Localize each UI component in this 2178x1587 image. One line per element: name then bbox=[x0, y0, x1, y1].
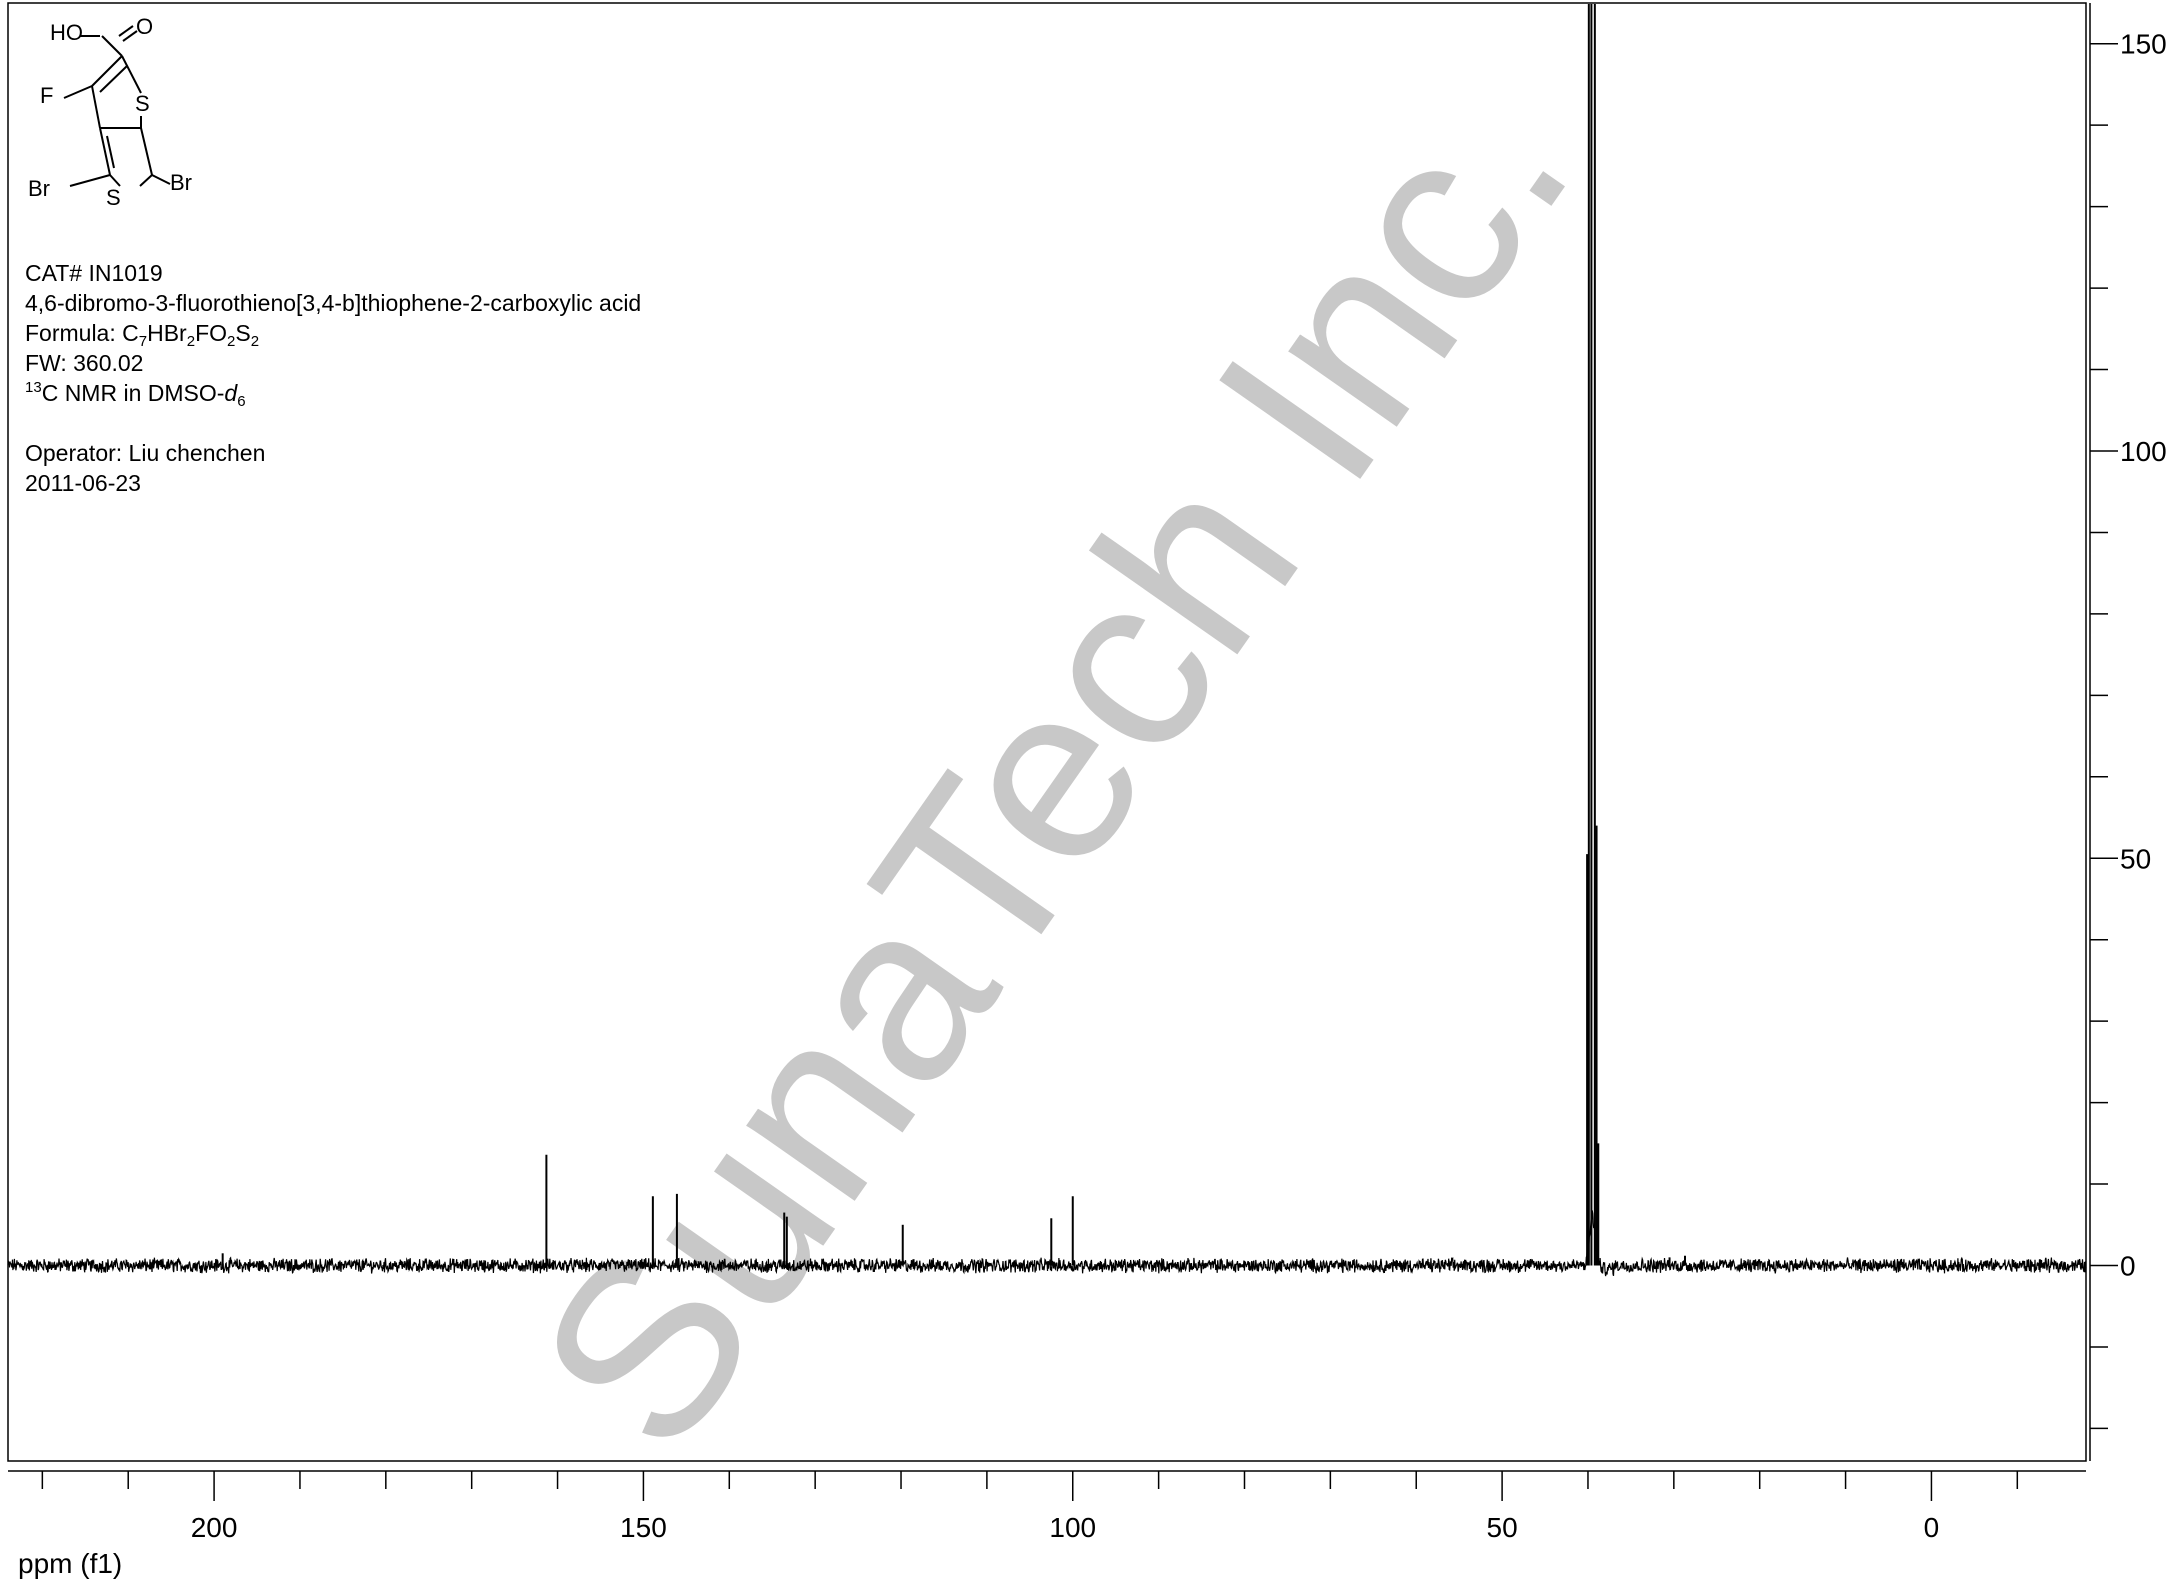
watermark-text: SunaTech Inc. bbox=[484, 38, 1621, 1496]
x-tick-label: 150 bbox=[620, 1512, 667, 1543]
y-tick-label: 0 bbox=[2120, 1251, 2136, 1282]
atom-s-top: S bbox=[135, 91, 150, 116]
y-tick-label: 50 bbox=[2120, 843, 2151, 874]
formula: Formula: C7HBr2FO2S2 bbox=[25, 320, 260, 350]
y-axis: 150 100 50 0 bbox=[2089, 3, 2167, 1461]
formula-weight: FW: 360.02 bbox=[25, 350, 144, 376]
atom-s-bottom: S bbox=[106, 185, 121, 210]
atom-f: F bbox=[40, 83, 53, 108]
acquisition-date: 2011-06-23 bbox=[25, 470, 141, 496]
atom-br-right: Br bbox=[170, 170, 192, 195]
chemical-structure bbox=[63, 25, 171, 187]
atom-o: O bbox=[136, 14, 153, 39]
x-tick-label: 50 bbox=[1487, 1512, 1518, 1543]
x-axis-label: ppm (f1) bbox=[18, 1548, 122, 1579]
x-axis: 200 150 100 50 0 bbox=[8, 1470, 2086, 1543]
sample-info: CAT# IN1019 4,6-dibromo-3-fluorothieno[3… bbox=[25, 258, 641, 498]
y-tick-label: 150 bbox=[2120, 29, 2167, 60]
peak-marks bbox=[221, 4, 1686, 1266]
x-tick-label: 200 bbox=[191, 1512, 238, 1543]
y-tick-label: 100 bbox=[2120, 436, 2167, 467]
operator: Operator: Liu chenchen bbox=[25, 440, 266, 466]
spectrum-line bbox=[7, 1210, 2087, 1277]
plot-frame bbox=[7, 2, 2087, 1462]
cat-number: CAT# IN1019 bbox=[25, 260, 163, 286]
x-tick-label: 100 bbox=[1049, 1512, 1096, 1543]
compound-name: 4,6-dibromo-3-fluorothieno[3,4-b]thiophe… bbox=[25, 290, 642, 316]
x-tick-label: 0 bbox=[1924, 1512, 1940, 1543]
watermark: SunaTech Inc. bbox=[484, 38, 1621, 1496]
atom-ho: HO bbox=[50, 20, 83, 45]
nmr-method: 13C NMR in DMSO-d6 bbox=[25, 379, 246, 410]
atom-br-left: Br bbox=[28, 176, 50, 201]
